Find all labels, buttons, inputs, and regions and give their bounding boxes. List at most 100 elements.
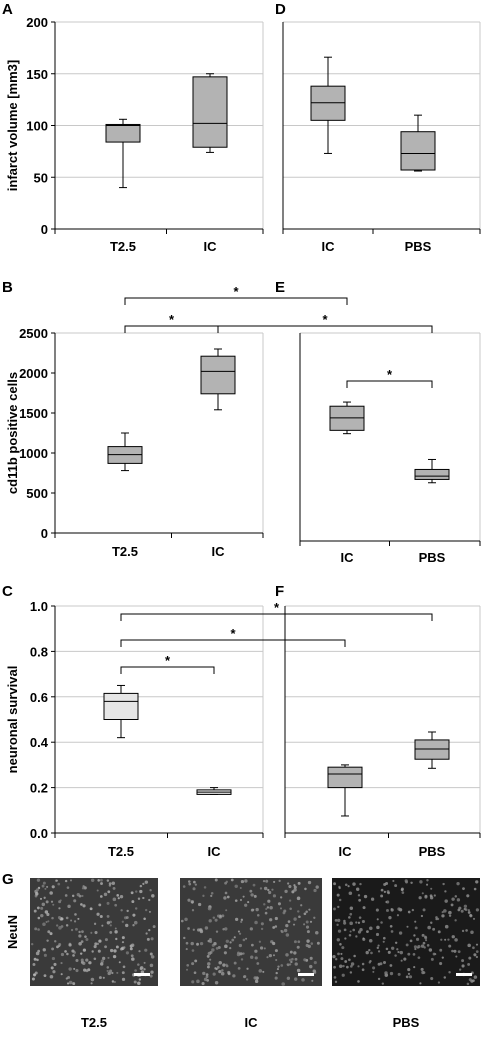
cell-dot: [108, 882, 112, 885]
cell-dot: [460, 909, 464, 913]
cell-dot: [376, 946, 379, 950]
cell-dot: [83, 968, 87, 972]
y-axis-label: infarct volume [mm3]: [5, 60, 20, 191]
cell-dot: [475, 955, 479, 959]
cell-dot: [332, 955, 336, 959]
cell-dot: [370, 951, 373, 955]
y-tick-label: 2500: [19, 326, 48, 341]
cell-dot: [296, 968, 301, 973]
significance-label: *: [233, 284, 239, 299]
cell-dot: [35, 951, 40, 956]
significance-label: *: [230, 626, 236, 641]
cell-dot: [336, 923, 339, 927]
cell-dot: [214, 967, 217, 970]
cell-dot: [475, 950, 479, 954]
cell-dot: [338, 964, 343, 969]
cell-dot: [216, 914, 220, 918]
cell-dot: [250, 893, 254, 897]
cell-dot: [355, 887, 360, 891]
cell-dot: [90, 977, 95, 982]
y-tick-label: 2000: [19, 366, 48, 381]
y-tick-label: 500: [26, 486, 48, 501]
cell-dot: [310, 942, 314, 945]
cell-dot: [215, 930, 219, 933]
cell-dot: [98, 976, 102, 980]
cell-dot: [461, 929, 465, 933]
cell-dot: [223, 896, 227, 900]
cell-dot: [366, 930, 369, 934]
cell-dot: [234, 884, 238, 889]
cell-dot: [143, 917, 146, 920]
cell-dot: [126, 909, 129, 913]
cell-dot: [50, 900, 54, 903]
cell-dot: [142, 882, 145, 885]
cell-dot: [420, 914, 424, 918]
cell-dot: [109, 930, 113, 934]
cell-dot: [263, 886, 268, 891]
cell-dot: [212, 972, 216, 976]
cell-dot: [436, 917, 440, 921]
cell-dot: [359, 928, 363, 932]
cell-dot: [72, 982, 76, 986]
cell-dot: [106, 915, 110, 918]
cell-dot: [472, 917, 476, 920]
cell-dot: [293, 940, 297, 944]
cell-dot: [430, 976, 434, 981]
cell-dot: [244, 879, 248, 883]
cell-dot: [207, 906, 212, 911]
cell-dot: [470, 930, 474, 935]
cell-dot: [90, 931, 93, 934]
cell-dot: [429, 894, 433, 898]
cell-dot: [377, 950, 381, 953]
cell-dot: [294, 957, 298, 961]
cell-dot: [113, 949, 117, 953]
cell-dot: [239, 898, 243, 902]
cell-dot: [204, 926, 209, 930]
cell-dot: [305, 920, 309, 924]
y-tick-label: 1500: [19, 406, 48, 421]
cell-dot: [229, 946, 232, 950]
cell-dot: [37, 928, 40, 931]
cell-dot: [35, 892, 39, 896]
cell-dot: [256, 913, 260, 917]
cell-dot: [305, 910, 308, 913]
cell-dot: [269, 905, 273, 910]
cell-dot: [381, 982, 384, 985]
cell-dot: [418, 896, 422, 900]
cell-dot: [456, 882, 460, 886]
cell-dot: [68, 980, 73, 985]
cell-dot: [65, 977, 68, 980]
cell-dot: [266, 956, 269, 959]
cell-dot: [220, 971, 225, 976]
cell-dot: [84, 935, 87, 938]
cell-dot: [222, 963, 226, 967]
cell-dot: [267, 899, 271, 903]
cell-dot: [71, 894, 75, 898]
cell-dot: [407, 952, 411, 956]
cell-dot: [224, 944, 228, 949]
x-tick-label: T2.5: [108, 844, 134, 859]
box: [414, 468, 450, 480]
cell-dot: [149, 889, 152, 892]
cell-dot: [60, 973, 63, 976]
cell-dot: [70, 919, 73, 922]
cell-dot: [252, 883, 256, 887]
cell-dot: [97, 949, 101, 953]
cell-dot: [60, 961, 63, 965]
image-caption: PBS: [393, 1015, 420, 1030]
cell-dot: [397, 907, 401, 911]
cell-dot: [278, 879, 281, 883]
cell-dot: [94, 942, 98, 946]
cell-dot: [143, 968, 146, 971]
cell-dot: [50, 966, 54, 970]
cell-dot: [451, 935, 455, 939]
cell-dot: [404, 879, 408, 883]
stain-label: NeuN: [5, 915, 20, 949]
cell-dot: [249, 889, 253, 893]
cell-dot: [56, 924, 59, 927]
cell-dot: [350, 965, 353, 968]
cell-dot: [193, 880, 196, 884]
cell-dot: [439, 948, 443, 952]
y-axis-label: cd11b positive cells: [5, 372, 20, 494]
cell-dot: [344, 937, 347, 940]
